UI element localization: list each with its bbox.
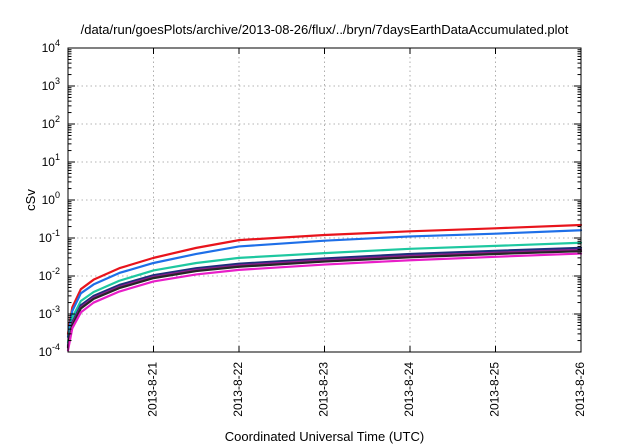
x-tick-label: 2013-8-26	[573, 362, 587, 417]
x-tick-label: 2013-8-22	[231, 362, 245, 417]
x-axis-tick-labels: 2013-8-21 2013-8-22 2013-8-23 2013-8-24 2013…	[146, 362, 588, 417]
plot-series	[66, 223, 583, 352]
y-tick-label: 10-4	[39, 342, 60, 359]
y-tick-label: 10-2	[39, 266, 60, 283]
x-tick-label: 2013-8-24	[402, 362, 416, 417]
y-tick-label: 10-3	[39, 304, 60, 321]
y-tick-label: 103	[42, 76, 60, 93]
y-tick-label: 100	[42, 190, 60, 207]
series-line	[66, 241, 583, 344]
series-line	[66, 229, 583, 338]
y-axis-label: cSv	[23, 189, 38, 211]
x-tick-label: 2013-8-23	[317, 362, 331, 417]
series-line	[66, 252, 583, 352]
y-tick-label: 104	[42, 38, 60, 55]
y-tick-label: 102	[42, 114, 60, 131]
x-tick-label: 2013-8-21	[146, 362, 160, 417]
axis-ticks	[68, 47, 582, 353]
chart-title: /data/run/goesPlots/archive/2013-08-26/f…	[81, 22, 569, 37]
y-tick-label: 10-1	[39, 228, 60, 245]
x-tick-label: 2013-8-25	[488, 362, 502, 417]
series-line	[66, 250, 583, 349]
y-tick-label: 101	[42, 152, 60, 169]
series-line	[66, 223, 583, 335]
grid	[68, 48, 581, 352]
x-axis-label: Coordinated Universal Time (UTC)	[225, 429, 424, 444]
y-axis-tick-labels: 10-4 10-3 10-2 10-1 100 101 102 103 104	[39, 38, 60, 359]
